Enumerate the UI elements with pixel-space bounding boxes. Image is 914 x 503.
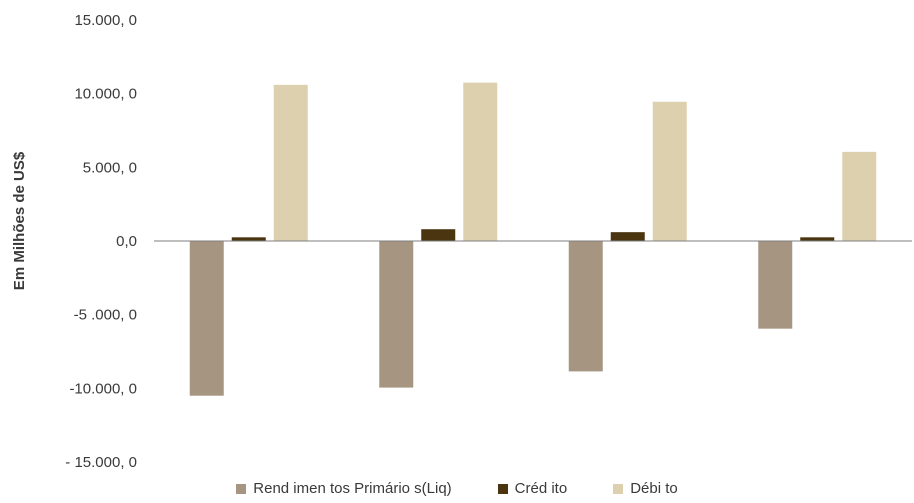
legend-label-rendimentos: Rend imen tos Primário s(Liq) xyxy=(253,480,452,497)
bar-series2-group1 xyxy=(231,237,266,241)
y-tick-label: -10.000, 0 xyxy=(69,380,137,397)
legend-swatch-rendimentos xyxy=(236,483,247,494)
y-tick-label: 15.000, 0 xyxy=(74,12,137,29)
legend-item-rendimentos: Rend imen tos Primário s(Liq) xyxy=(236,480,452,497)
y-axis-label: Em Milhões de US$ xyxy=(11,151,28,290)
legend: Rend imen tos Primário s(Liq) Créd ito D… xyxy=(0,480,914,497)
legend-label-debito: Débi to xyxy=(630,480,678,497)
legend-swatch-credito xyxy=(497,483,508,494)
bar-series3-group2 xyxy=(463,82,498,241)
bar-series1-group4 xyxy=(758,241,793,329)
legend-label-credito: Créd ito xyxy=(514,480,568,497)
bar-series1-group1 xyxy=(189,241,224,396)
y-tick-label: -5 .000, 0 xyxy=(74,307,137,324)
bar-chart: 15.000, 0 10.000, 0 5.000, 0 0,0 -5 .000, 0 -… xyxy=(11,12,912,471)
legend-item-debito: Débi to xyxy=(613,480,678,497)
y-tick-label: 5.000, 0 xyxy=(83,159,137,176)
y-tick-label: 0,0 xyxy=(116,233,137,250)
legend-swatch-debito xyxy=(613,483,624,494)
bar-series2-group3 xyxy=(610,232,645,241)
bar-series3-group1 xyxy=(273,84,308,242)
y-tick-label: 10.000, 0 xyxy=(74,86,137,103)
bars xyxy=(189,82,877,396)
y-axis-ticks: 15.000, 0 10.000, 0 5.000, 0 0,0 -5 .000, 0 -… xyxy=(65,12,137,471)
y-tick-label: - 15.000, 0 xyxy=(65,454,137,471)
bar-series1-group3 xyxy=(568,241,603,372)
bar-series3-group3 xyxy=(652,101,687,242)
legend-item-credito: Créd ito xyxy=(497,480,568,497)
bar-series1-group2 xyxy=(379,241,414,388)
bar-series2-group4 xyxy=(800,237,835,241)
bar-series2-group2 xyxy=(421,229,456,241)
bar-series3-group4 xyxy=(842,151,877,241)
